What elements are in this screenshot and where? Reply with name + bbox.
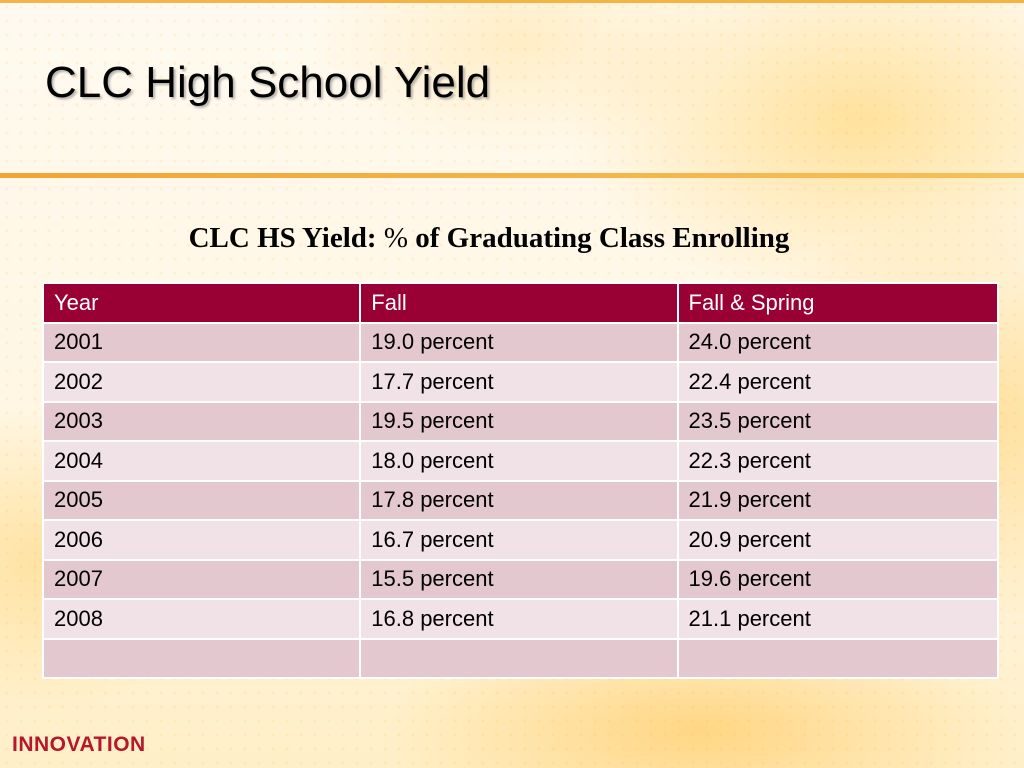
header-year: Year xyxy=(41,282,362,324)
cell-fall-spring xyxy=(676,637,1000,679)
cell-fall xyxy=(359,637,679,679)
cell-fall-spring: 22.4 percent xyxy=(676,361,1000,403)
cell-year: 2007 xyxy=(41,558,362,600)
table-row: 2006 16.7 percent 20.9 percent xyxy=(41,519,1000,561)
cell-fall: 17.7 percent xyxy=(359,361,679,403)
cell-fall: 16.7 percent xyxy=(359,519,679,561)
table-row: 2002 17.7 percent 22.4 percent xyxy=(41,361,1000,403)
header-fall: Fall xyxy=(359,282,679,324)
slide-title: CLC High School Yield xyxy=(45,58,491,107)
cell-fall: 16.8 percent xyxy=(359,598,679,640)
cell-fall: 15.5 percent xyxy=(359,558,679,600)
header-fall-spring: Fall & Spring xyxy=(676,282,1000,324)
cell-fall-spring: 21.9 percent xyxy=(676,479,1000,521)
caption-prefix: CLC HS Yield: xyxy=(188,222,384,254)
cell-year: 2003 xyxy=(41,400,362,442)
innovation-logo: INNOVATION xyxy=(12,733,146,756)
cell-year xyxy=(41,637,362,679)
table-row: 2004 18.0 percent 22.3 percent xyxy=(41,440,1000,482)
caption-percent-symbol: % xyxy=(383,222,408,254)
cell-fall-spring: 20.9 percent xyxy=(676,519,1000,561)
cell-fall: 18.0 percent xyxy=(359,440,679,482)
table-row: 2001 19.0 percent 24.0 percent xyxy=(41,321,1000,363)
table-row: 2003 19.5 percent 23.5 percent xyxy=(41,400,1000,442)
table-row: 2007 15.5 percent 19.6 percent xyxy=(41,558,1000,600)
cell-year: 2004 xyxy=(41,440,362,482)
cell-fall: 19.0 percent xyxy=(359,321,679,363)
table-header-row: Year Fall Fall & Spring xyxy=(41,282,1000,324)
header-divider xyxy=(0,173,1024,178)
cell-year: 2005 xyxy=(41,479,362,521)
table-row: 2005 17.8 percent 21.9 percent xyxy=(41,479,1000,521)
cell-year: 2001 xyxy=(41,321,362,363)
table-caption: CLC HS Yield: % of Graduating Class Enro… xyxy=(0,222,978,255)
cell-fall-spring: 24.0 percent xyxy=(676,321,1000,363)
table-row: 2008 16.8 percent 21.1 percent xyxy=(41,598,1000,640)
cell-fall-spring: 21.1 percent xyxy=(676,598,1000,640)
top-accent-line xyxy=(0,0,1024,3)
yield-table: Year Fall Fall & Spring 2001 19.0 percen… xyxy=(41,282,1000,679)
cell-fall-spring: 22.3 percent xyxy=(676,440,1000,482)
table-row-empty xyxy=(41,637,1000,679)
cell-fall: 17.8 percent xyxy=(359,479,679,521)
cell-fall: 19.5 percent xyxy=(359,400,679,442)
cell-year: 2006 xyxy=(41,519,362,561)
cell-year: 2008 xyxy=(41,598,362,640)
cell-year: 2002 xyxy=(41,361,362,403)
cell-fall-spring: 19.6 percent xyxy=(676,558,1000,600)
caption-suffix: of Graduating Class Enrolling xyxy=(408,222,790,254)
cell-fall-spring: 23.5 percent xyxy=(676,400,1000,442)
